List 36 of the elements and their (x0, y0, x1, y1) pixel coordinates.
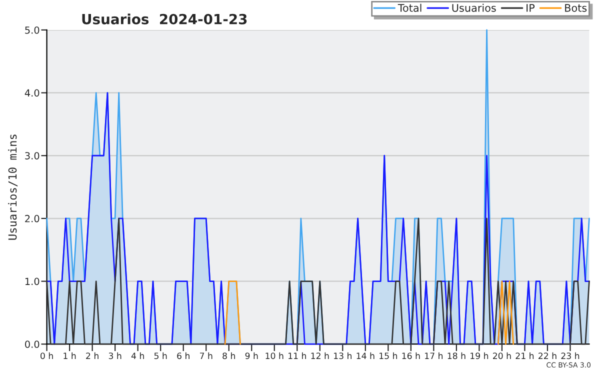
x-tick-label: 0 h (40, 352, 53, 360)
chart-title: Usuarios 2024-01-23 (82, 14, 247, 24)
legend-label: Bots (565, 4, 587, 12)
x-tick-label: 17 h (425, 352, 443, 359)
x-tick-label: 15 h (380, 352, 398, 360)
legend-label: IP (526, 4, 535, 12)
x-tick-label: 6 h (177, 352, 190, 360)
x-tick-label: 22 h (538, 352, 556, 359)
x-tick-label: 13 h (334, 352, 352, 360)
y-axis-title: Usuarios/10 mins (8, 134, 18, 240)
x-tick-label: 4 h (131, 352, 144, 359)
x-tick-label: 8 h (222, 352, 235, 360)
x-tick-label: 11 h (288, 352, 306, 359)
x-tick-label: 16 h (402, 352, 420, 360)
y-tick-label: 3.0 (25, 152, 40, 160)
x-tick-label: 5 h (154, 352, 167, 360)
x-tick-label: 7 h (200, 352, 212, 359)
x-tick-label: 3 h (108, 352, 122, 360)
y-tick-label: 5.0 (25, 26, 40, 34)
legend-label: Total (398, 4, 422, 12)
y-tick-label: 1.0 (25, 278, 40, 286)
x-tick-label: 14 h (356, 352, 374, 359)
x-tick-label: 20 h (493, 352, 511, 360)
x-tick-label: 19 h (470, 352, 488, 360)
x-tick-label: 21 h (516, 352, 534, 359)
y-tick-label: 4.0 (24, 89, 40, 97)
x-tick-label: 10 h (266, 352, 284, 360)
y-tick-label: 2.0 (25, 214, 40, 222)
legend-label: Usuarios (452, 4, 496, 12)
y-tick-label: 0.0 (25, 340, 40, 348)
x-tick-label: 1 h (64, 352, 76, 359)
x-tick-label: 23 h (561, 352, 580, 360)
x-tick-label: 9 h (245, 352, 258, 360)
x-tick-label: 2 h (86, 352, 98, 359)
x-tick-label: 12 h (311, 352, 329, 359)
x-tick-label: 18 h (448, 352, 466, 360)
